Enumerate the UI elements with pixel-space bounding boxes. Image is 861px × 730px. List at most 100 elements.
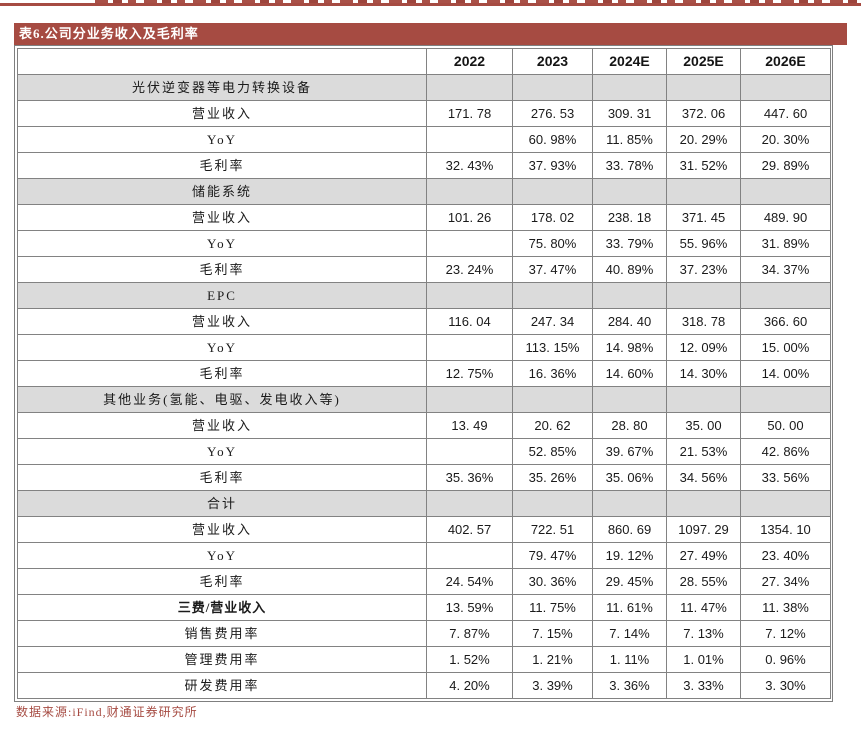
financial-table: 2022 2023 2024E 2025E 2026E 光伏逆变器等电力转换设备 营业收… (17, 48, 831, 699)
cell-value: 284. 40 (592, 308, 667, 335)
cell-value: 14. 30% (666, 360, 741, 387)
row-label: 管理费用率 (17, 646, 427, 673)
row-label: 研发费用率 (17, 672, 427, 699)
cell-value: 7. 13% (666, 620, 741, 647)
cell-value: 447. 60 (740, 100, 831, 127)
row-label: 合计 (17, 490, 427, 517)
cell-value: 29. 45% (592, 568, 667, 595)
row-label: YoY (17, 438, 427, 465)
cell-value: 7. 14% (592, 620, 667, 647)
cell-value: 12. 75% (426, 360, 513, 387)
cell-value: 3. 36% (592, 672, 667, 699)
cell-value: 37. 23% (666, 256, 741, 283)
column-header: 2024E (592, 48, 667, 75)
table-header-row: 2022 2023 2024E 2025E 2026E (17, 48, 831, 75)
cell-value: 13. 49 (426, 412, 513, 439)
cell-value: 372. 06 (666, 100, 741, 127)
cell-value: 19. 12% (592, 542, 667, 569)
cell-value: 860. 69 (592, 516, 667, 543)
cell-value: 20. 29% (666, 126, 741, 153)
column-header: 2023 (512, 48, 593, 75)
cell-value: 11. 47% (666, 594, 741, 621)
cell-value: 11. 75% (512, 594, 593, 621)
cell-value (740, 386, 831, 413)
cell-value: 113. 15% (512, 334, 593, 361)
cell-value (426, 282, 513, 309)
cell-value: 42. 86% (740, 438, 831, 465)
cell-value (740, 490, 831, 517)
cell-value (666, 282, 741, 309)
cell-value (426, 542, 513, 569)
cell-value (592, 74, 667, 101)
cell-value (592, 282, 667, 309)
cell-value: 11. 61% (592, 594, 667, 621)
row-label: 三费/营业收入 (17, 594, 427, 621)
cell-value: 35. 06% (592, 464, 667, 491)
cell-value (512, 74, 593, 101)
cell-value: 171. 78 (426, 100, 513, 127)
cell-value: 28. 80 (592, 412, 667, 439)
table-row: 毛利率 32. 43% 37. 93% 33. 78% 31. 52% 29. 89% (17, 152, 831, 179)
cell-value: 1097. 29 (666, 516, 741, 543)
table-row: YoY 113. 15% 14. 98% 12. 09% 15. 00% (17, 334, 831, 361)
cell-value: 28. 55% (666, 568, 741, 595)
cell-value: 7. 15% (512, 620, 593, 647)
row-label: 储能系统 (17, 178, 427, 205)
cell-value: 20. 30% (740, 126, 831, 153)
cell-value (426, 230, 513, 257)
cell-value: 101. 26 (426, 204, 513, 231)
cell-value: 75. 80% (512, 230, 593, 257)
cell-value: 0. 96% (740, 646, 831, 673)
cell-value: 247. 34 (512, 308, 593, 335)
cell-value: 1. 01% (666, 646, 741, 673)
cell-value (426, 74, 513, 101)
cell-value: 23. 40% (740, 542, 831, 569)
row-label: 毛利率 (17, 152, 427, 179)
cell-value: 12. 09% (666, 334, 741, 361)
cell-value: 33. 56% (740, 464, 831, 491)
page-top-cutoff-strip (0, 0, 861, 7)
cell-value: 722. 51 (512, 516, 593, 543)
cell-value: 23. 24% (426, 256, 513, 283)
row-label: 毛利率 (17, 256, 427, 283)
table-block: 表6.公司分业务收入及毛利率 2022 2023 2024E 2025E 2026E 光… (14, 23, 847, 702)
table-row: 储能系统 (17, 178, 831, 205)
cell-value: 309. 31 (592, 100, 667, 127)
cell-value (512, 178, 593, 205)
table-row: 三费/营业收入 13. 59% 11. 75% 11. 61% 11. 47% 11. … (17, 594, 831, 621)
cell-value: 20. 62 (512, 412, 593, 439)
cell-value: 35. 00 (666, 412, 741, 439)
cell-value (426, 334, 513, 361)
row-label: 营业收入 (17, 100, 427, 127)
cell-value: 489. 90 (740, 204, 831, 231)
row-label: 销售费用率 (17, 620, 427, 647)
cell-value: 371. 45 (666, 204, 741, 231)
cell-value: 14. 60% (592, 360, 667, 387)
cell-value (592, 178, 667, 205)
cell-value: 35. 36% (426, 464, 513, 491)
cell-value: 178. 02 (512, 204, 593, 231)
column-header: 2026E (740, 48, 831, 75)
row-label: 营业收入 (17, 308, 427, 335)
table-row: 其他业务(氢能、电驱、发电收入等) (17, 386, 831, 413)
cell-value: 34. 37% (740, 256, 831, 283)
row-label: 毛利率 (17, 360, 427, 387)
table-row: 毛利率 24. 54% 30. 36% 29. 45% 28. 55% 27. 34% (17, 568, 831, 595)
cell-value: 21. 53% (666, 438, 741, 465)
cell-value (426, 178, 513, 205)
cell-value: 11. 85% (592, 126, 667, 153)
cell-value: 1. 21% (512, 646, 593, 673)
cell-value: 3. 39% (512, 672, 593, 699)
table-body: 光伏逆变器等电力转换设备 营业收入 171. 78 276. 53 309. 31 3… (17, 74, 831, 699)
table-row: 营业收入 116. 04 247. 34 284. 40 318. 78 366. 60 (17, 308, 831, 335)
cell-value: 14. 00% (740, 360, 831, 387)
cell-value: 33. 79% (592, 230, 667, 257)
cell-value (592, 386, 667, 413)
table-row: YoY 52. 85% 39. 67% 21. 53% 42. 86% (17, 438, 831, 465)
cell-value: 39. 67% (592, 438, 667, 465)
cell-value: 1354. 10 (740, 516, 831, 543)
cell-value: 16. 36% (512, 360, 593, 387)
cell-value: 4. 20% (426, 672, 513, 699)
cell-value: 37. 47% (512, 256, 593, 283)
cell-value: 35. 26% (512, 464, 593, 491)
